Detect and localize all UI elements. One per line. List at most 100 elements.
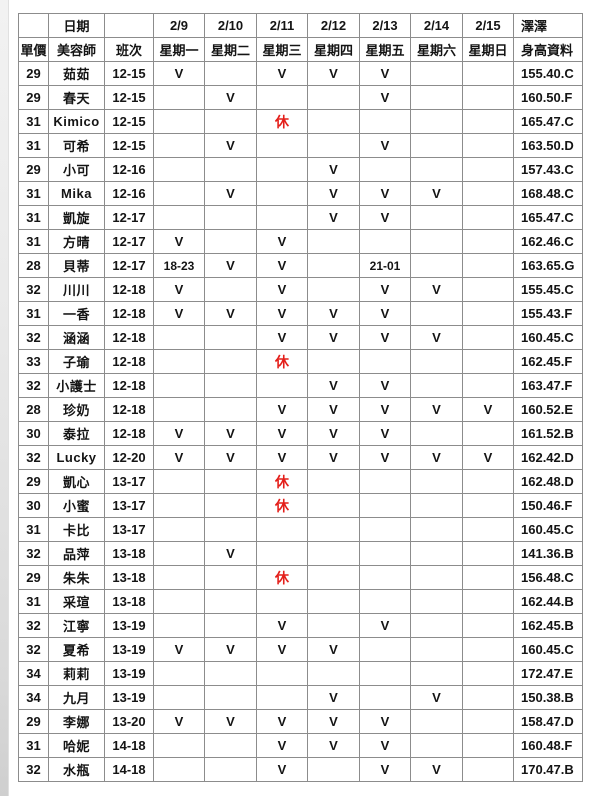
height-info-cell: 158.47.D: [513, 709, 583, 734]
unit-price-header: 單價: [18, 37, 49, 62]
unit-price-cell: 32: [18, 445, 49, 470]
unit-price-cell: 32: [18, 277, 49, 302]
unit-price-cell: 29: [18, 565, 49, 590]
table-row: 31 采瑄 13-18 162.44.B: [18, 589, 583, 614]
owner-name: 澤澤: [513, 13, 583, 38]
day-cell-thu: [307, 133, 360, 158]
table-row: 32 涵涵 12-18 V V V V 160.45.C: [18, 325, 583, 350]
day-cell-sun: [462, 253, 514, 278]
day-cell-sat: [410, 157, 463, 182]
day-cell-sun: [462, 613, 514, 638]
table-row: 31 Mika 12-16 V V V V 168.48.C: [18, 181, 583, 206]
shift-cell: 13-20: [104, 709, 154, 734]
table-row: 31 凱旋 12-17 V V 165.47.C: [18, 205, 583, 230]
day-cell-sat: [410, 61, 463, 86]
shift-cell: 12-18: [104, 325, 154, 350]
day-cell-wed: [256, 157, 308, 182]
day-cell-sat: [410, 349, 463, 374]
date-sun: 2/15: [462, 13, 514, 38]
shift-cell: 13-19: [104, 637, 154, 662]
day-cell-thu: V: [307, 709, 360, 734]
unit-price-cell: 28: [18, 397, 49, 422]
day-cell-sun: [462, 493, 514, 518]
day-cell-wed: [256, 373, 308, 398]
unit-price-cell: 34: [18, 661, 49, 686]
unit-price-cell: 29: [18, 469, 49, 494]
day-cell-wed: [256, 685, 308, 710]
day-cell-tue: [204, 469, 257, 494]
shift-cell: 13-18: [104, 589, 154, 614]
day-cell-mon: [153, 157, 205, 182]
unit-price-cell: 29: [18, 85, 49, 110]
unit-price-cell: 31: [18, 517, 49, 542]
height-info-cell: 163.50.D: [513, 133, 583, 158]
day-cell-thu: V: [307, 61, 360, 86]
day-cell-wed: [256, 517, 308, 542]
height-info-cell: 160.45.C: [513, 637, 583, 662]
day-cell-thu: [307, 565, 360, 590]
height-info-cell: 163.47.F: [513, 373, 583, 398]
day-cell-thu: [307, 277, 360, 302]
unit-price-cell: 31: [18, 109, 49, 134]
schedule-body: 29 茹茹 12-15 V V V V 155.40.C 29 春天 12-15…: [18, 61, 583, 782]
shift-cell: 13-19: [104, 685, 154, 710]
table-row: 29 朱朱 13-18 休 156.48.C: [18, 565, 583, 590]
day-cell-sun: [462, 181, 514, 206]
day-cell-tue: V: [204, 709, 257, 734]
day-cell-fri: V: [359, 445, 411, 470]
beautician-name-cell: 夏希: [48, 637, 105, 662]
table-row: 29 李娜 13-20 V V V V V 158.47.D: [18, 709, 583, 734]
day-cell-sat: V: [410, 325, 463, 350]
unit-price-cell: 32: [18, 637, 49, 662]
table-row: 31 卡比 13-17 160.45.C: [18, 517, 583, 542]
unit-price-cell: 34: [18, 685, 49, 710]
height-info-cell: 162.46.C: [513, 229, 583, 254]
weekday-sat: 星期六: [410, 37, 463, 62]
shift-cell: 13-19: [104, 661, 154, 686]
day-cell-mon: V: [153, 277, 205, 302]
page-edge-strip: [0, 0, 9, 796]
day-cell-thu: V: [307, 445, 360, 470]
height-info-cell: 155.45.C: [513, 277, 583, 302]
day-cell-fri: V: [359, 373, 411, 398]
day-cell-wed: 休: [256, 349, 308, 374]
beautician-name-cell: 小蜜: [48, 493, 105, 518]
table-row: 32 水瓶 14-18 V V V 170.47.B: [18, 757, 583, 782]
table-row: 34 莉莉 13-19 172.47.E: [18, 661, 583, 686]
table-row: 31 Kimico 12-15 休 165.47.C: [18, 109, 583, 134]
unit-price-cell: 31: [18, 205, 49, 230]
day-cell-tue: [204, 589, 257, 614]
day-cell-fri: V: [359, 61, 411, 86]
table-row: 34 九月 13-19 V V 150.38.B: [18, 685, 583, 710]
height-info-cell: 163.65.G: [513, 253, 583, 278]
day-cell-wed: V: [256, 61, 308, 86]
beautician-header: 美容師: [48, 37, 105, 62]
day-cell-sun: [462, 541, 514, 566]
day-cell-fri: [359, 229, 411, 254]
height-info-cell: 162.44.B: [513, 589, 583, 614]
height-info-cell: 155.40.C: [513, 61, 583, 86]
day-cell-sat: [410, 613, 463, 638]
shift-cell: 12-17: [104, 205, 154, 230]
day-cell-mon: [153, 469, 205, 494]
height-info-cell: 162.42.D: [513, 445, 583, 470]
day-cell-thu: V: [307, 733, 360, 758]
shift-cell: 12-18: [104, 277, 154, 302]
beautician-name-cell: Lucky: [48, 445, 105, 470]
day-cell-mon: V: [153, 61, 205, 86]
day-cell-wed: V: [256, 445, 308, 470]
day-cell-wed: V: [256, 613, 308, 638]
shift-cell: 12-18: [104, 373, 154, 398]
beautician-name-cell: 品萍: [48, 541, 105, 566]
day-cell-wed: 休: [256, 493, 308, 518]
unit-price-cell: 31: [18, 229, 49, 254]
day-cell-sun: [462, 757, 514, 782]
day-cell-mon: [153, 397, 205, 422]
day-cell-thu: V: [307, 421, 360, 446]
date-mon: 2/9: [153, 13, 205, 38]
day-cell-tue: [204, 565, 257, 590]
height-info-cell: 160.45.C: [513, 517, 583, 542]
day-cell-tue: V: [204, 85, 257, 110]
height-info-cell: 160.48.F: [513, 733, 583, 758]
height-info-cell: 150.46.F: [513, 493, 583, 518]
